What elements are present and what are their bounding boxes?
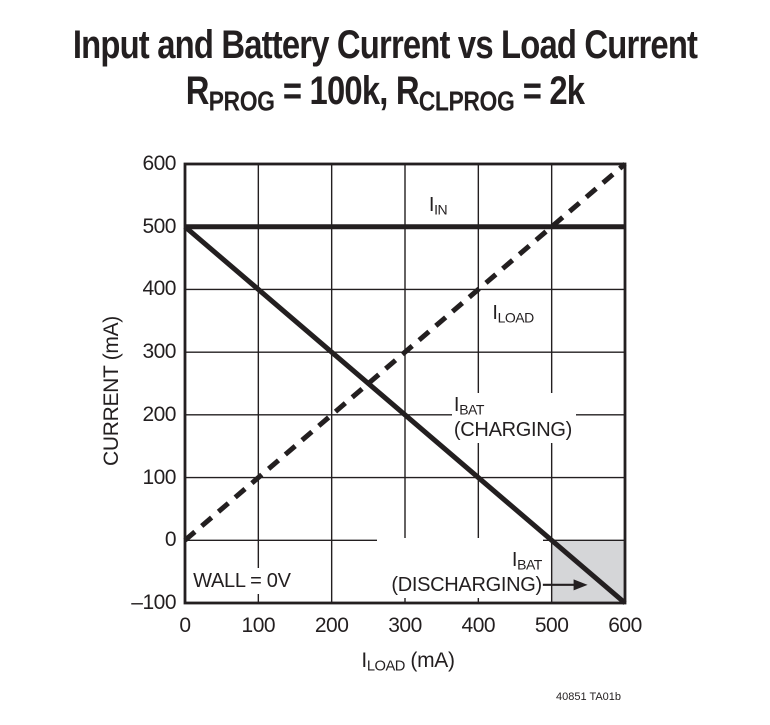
- figure-title: Input and Battery Current vs Load Curren…: [72, 23, 698, 67]
- annotation-line: WALL = 0V: [193, 569, 291, 592]
- annotation-line: IBAT: [511, 548, 542, 573]
- x-axis-title: ILOAD (mA): [361, 649, 455, 675]
- x-tick-label: 300: [388, 614, 422, 637]
- figure-header: Input and Battery Current vs Load Curren…: [0, 22, 770, 119]
- annotation-line: IBAT: [453, 393, 484, 418]
- y-tick-label: 0: [164, 528, 177, 552]
- annotation-line: (DISCHARGING): [391, 574, 542, 597]
- annotation-line: (CHARGING): [453, 419, 573, 442]
- y-tick-label: 300: [142, 340, 176, 364]
- x-tick-label: 0: [179, 614, 191, 637]
- plot-border: [183, 162, 627, 605]
- y-tick-label: 100: [142, 465, 176, 489]
- annotation-ibat-charging: IBAT (CHARGING): [451, 392, 577, 444]
- x-tick-label: 500: [534, 614, 569, 637]
- y-axis-title: CURRENT (mA): [100, 315, 123, 467]
- plot-svg: [183, 162, 627, 605]
- x-tick-label: 100: [241, 614, 276, 637]
- y-tick-label: –100: [131, 591, 176, 614]
- plot-area: IIN ILOAD IBAT (CHARGING) IBAT (DISCHARGING) W…: [183, 162, 627, 605]
- annotation-line: ILOAD: [492, 302, 534, 326]
- x-tick-label: 400: [461, 614, 496, 637]
- series-ibat-line: [183, 224, 627, 605]
- annotation-iin: IIN: [425, 192, 451, 223]
- annotation-ibat-discharging: IBAT (DISCHARGING): [377, 537, 543, 599]
- series-iload-line: [183, 162, 627, 543]
- y-tick-label: 600: [142, 152, 176, 175]
- y-tick-label: 500: [142, 214, 176, 238]
- figure-subtitle: RPROG = 100k, RCLPROG = 2k: [185, 69, 585, 118]
- annotation-iload: ILOAD: [489, 301, 537, 331]
- annotation-wall: WALL = 0V: [190, 567, 295, 594]
- x-tick-label: 600: [608, 614, 642, 637]
- x-tick-label: 200: [314, 614, 349, 637]
- figure-number: 40851 TA01b: [556, 691, 622, 703]
- y-tick-label: 400: [142, 277, 176, 301]
- y-tick-label: 200: [142, 402, 176, 426]
- annotation-line: IIN: [428, 193, 448, 218]
